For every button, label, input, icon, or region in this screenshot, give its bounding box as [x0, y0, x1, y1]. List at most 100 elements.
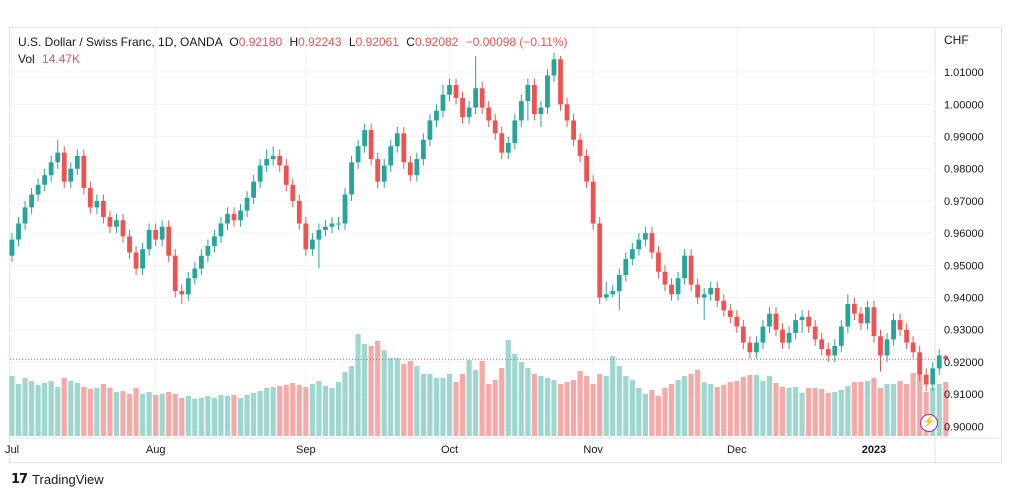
volume-bar	[904, 384, 910, 436]
volume-bar	[473, 370, 479, 436]
volume-bar	[28, 381, 35, 436]
y-tick-label: 0.99000	[944, 132, 984, 144]
volume-bar	[15, 384, 22, 436]
volume-bar	[446, 374, 453, 436]
volume-bar	[394, 358, 400, 436]
volume-bar	[440, 378, 446, 436]
candle-body	[721, 300, 727, 311]
candle-body	[917, 352, 923, 375]
candle-body	[669, 284, 674, 295]
volume-bar	[309, 384, 315, 436]
candle-body	[257, 165, 263, 182]
volume-bar	[531, 374, 537, 436]
volume-bar	[570, 380, 577, 436]
candle-body	[525, 85, 531, 102]
currency-label[interactable]: CHF	[944, 33, 969, 47]
candle-body	[218, 223, 224, 237]
candle-body	[264, 159, 270, 166]
candle-body	[192, 268, 198, 279]
volume-label[interactable]: Vol	[18, 52, 35, 66]
candle-body	[551, 59, 557, 76]
candle-body	[61, 152, 67, 182]
volume-bar	[910, 373, 916, 436]
volume-bar	[270, 387, 276, 436]
volume-bar	[107, 388, 113, 436]
volume-bar	[140, 394, 146, 436]
volume-bar	[244, 395, 250, 436]
candle-body	[636, 239, 642, 250]
volume-bar	[159, 394, 165, 436]
candle-body	[486, 107, 492, 121]
volume-bar	[453, 382, 459, 436]
volume-bar	[381, 350, 387, 436]
volume-bar	[642, 394, 649, 436]
volume-bar	[766, 376, 773, 436]
volume-bar	[695, 370, 701, 436]
volume-bar	[499, 368, 505, 436]
candle-body	[166, 226, 172, 256]
candle-body	[740, 326, 746, 343]
symbol-name[interactable]: U.S. Dollar / Swiss Franc, 1D, OANDA	[18, 35, 223, 49]
candle-body	[571, 120, 576, 140]
volume-bar	[492, 380, 498, 436]
candle-body	[610, 291, 616, 295]
volume-bar	[668, 384, 675, 436]
y-tick-label: 1.01000	[944, 67, 984, 79]
x-tick-label: Sep	[296, 444, 316, 456]
volume-bar	[427, 374, 433, 436]
candle-body	[518, 101, 524, 121]
volume-bar	[649, 390, 655, 436]
candle-body	[68, 168, 74, 182]
volume-bar	[362, 344, 368, 436]
volume-bar	[433, 378, 440, 436]
candle-body	[597, 223, 603, 298]
candle-body	[388, 146, 394, 166]
candle-body	[871, 307, 877, 337]
candle-body	[244, 197, 250, 211]
candle-body	[381, 165, 387, 182]
candle-body	[479, 88, 485, 108]
candle-body	[603, 294, 609, 298]
candle-body	[786, 332, 792, 343]
volume-bar	[518, 362, 524, 436]
candle-body	[349, 162, 354, 195]
volume-bar	[335, 382, 342, 436]
volume-bar	[577, 371, 583, 436]
candle-body	[747, 342, 753, 353]
volume-bar	[126, 394, 133, 436]
chart-frame	[9, 27, 1002, 463]
volume-bar	[597, 374, 603, 436]
volume-bar	[316, 381, 322, 436]
candle-body	[336, 223, 341, 225]
y-tick-label: 0.96000	[944, 228, 984, 240]
candle-body	[251, 181, 257, 198]
y-tick-label: 0.94000	[944, 293, 984, 305]
tradingview-logo[interactable]: 17 TradingView	[11, 472, 104, 487]
candle-body	[342, 194, 348, 224]
candle-body	[114, 220, 119, 227]
volume-bar	[283, 385, 289, 436]
candle-body	[447, 85, 452, 95]
volume-bar	[936, 384, 942, 436]
volume-bar	[675, 380, 681, 436]
x-tick-label: Jul	[5, 444, 19, 456]
volume-bar	[721, 385, 727, 436]
candle-body	[140, 249, 145, 269]
candle-body	[943, 356, 949, 360]
candle-body	[695, 284, 701, 298]
volume-bar	[355, 334, 361, 436]
candle-body	[936, 355, 942, 369]
volume-bar	[42, 383, 48, 436]
change-value: −0.00098 (−0.11%)	[465, 35, 568, 49]
close-value: 0.92082	[414, 35, 459, 49]
volume-bar	[851, 382, 857, 436]
candle-body	[420, 139, 426, 160]
volume-bar	[616, 366, 622, 436]
candle-body	[101, 200, 106, 218]
candle-body	[727, 310, 733, 317]
candle-body	[734, 316, 740, 327]
volume-bar	[786, 388, 792, 436]
lightning-icon[interactable]: ⚡	[920, 414, 938, 432]
candle-body	[780, 329, 785, 343]
